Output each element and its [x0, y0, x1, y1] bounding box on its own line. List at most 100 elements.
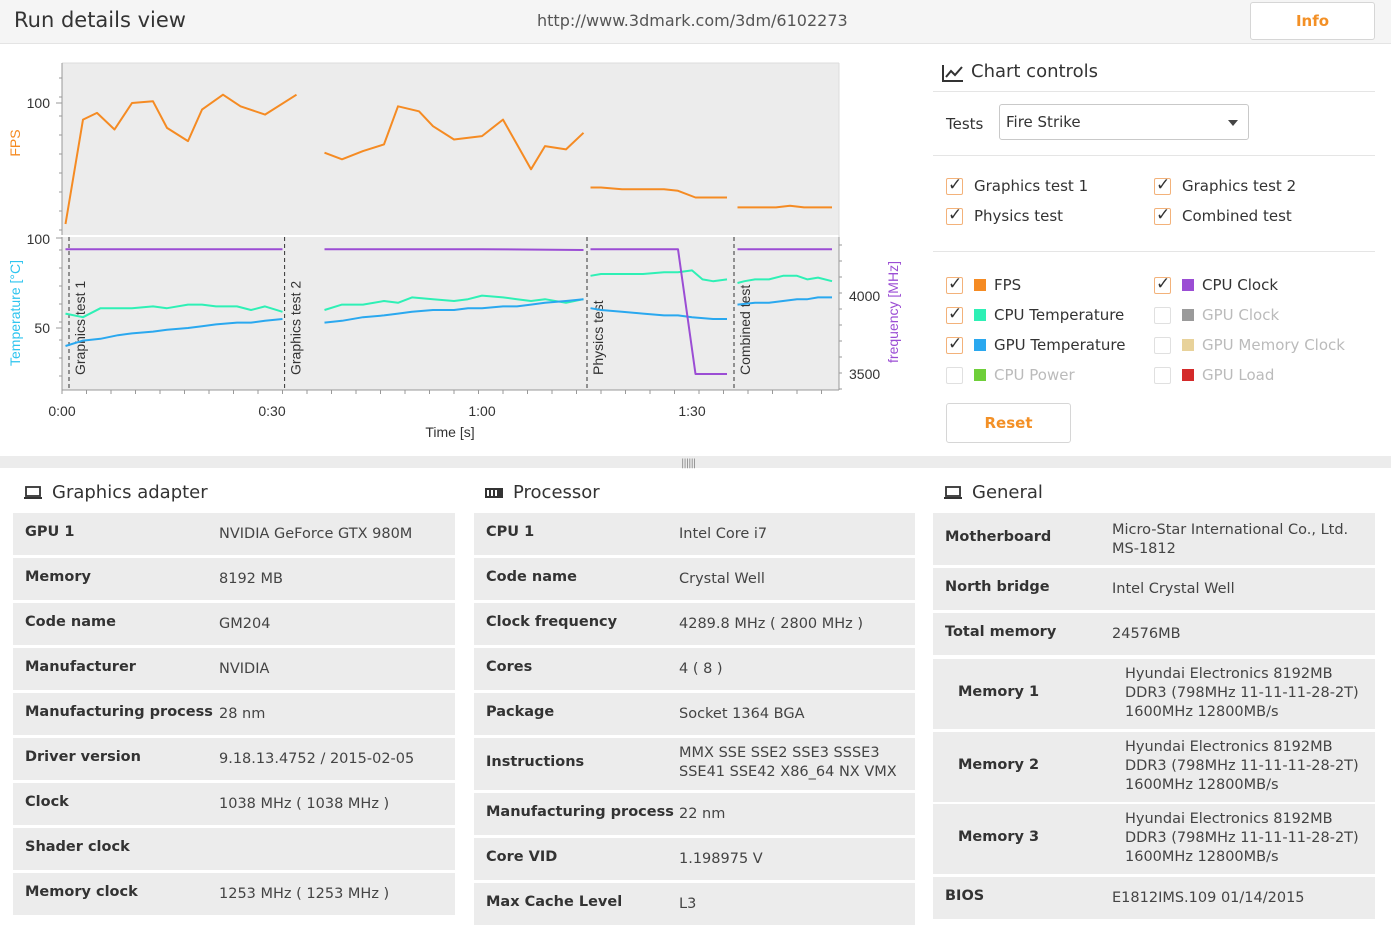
checkbox[interactable]	[946, 334, 963, 354]
metric-checkbox-row[interactable]: GPU Memory Clock	[1154, 334, 1345, 356]
info-row-label: Clock	[25, 794, 69, 810]
metric-checkbox-label: GPU Memory Clock	[1202, 336, 1345, 354]
info-row-label: Cores	[486, 659, 533, 675]
temperature-plot-area	[62, 237, 839, 390]
metric-checkbox-row[interactable]: FPS	[946, 274, 1021, 296]
info-row: Clock 1038 MHz ( 1038 MHz )	[13, 783, 455, 825]
frequency-tick-label: 4000	[849, 288, 880, 304]
info-row-value: GM204	[219, 616, 271, 632]
page-title: Run details view	[14, 8, 186, 32]
panel-splitter[interactable]: ||||||	[0, 456, 1391, 469]
metric-checkbox-row[interactable]: GPU Load	[1154, 364, 1274, 386]
time-tick-label: 1:30	[678, 403, 705, 419]
metric-checkbox-label: GPU Load	[1202, 366, 1275, 384]
info-row-value: NVIDIA GeForce GTX 980M	[219, 526, 413, 542]
info-row-value: MMX SSE SSE2 SSE3 SSSE3 SSE41 SSE42 X86_…	[679, 745, 897, 780]
test-checkbox-row[interactable]: Combined test	[1154, 205, 1292, 227]
cpu-temperature-series-line	[737, 274, 833, 284]
test-checkbox-row[interactable]: Physics test	[946, 205, 1063, 227]
info-row: Manufacturer NVIDIA	[13, 648, 455, 690]
info-row: Manufacturing process 22 nm	[474, 793, 915, 835]
info-row-value: 1253 MHz ( 1253 MHz )	[219, 886, 390, 902]
checkbox[interactable]	[1154, 336, 1171, 354]
info-button[interactable]: Info	[1250, 2, 1375, 40]
legend-swatch	[974, 339, 986, 351]
metric-checkbox-row[interactable]: CPU Clock	[1154, 274, 1278, 296]
test-checkbox-row[interactable]: Graphics test 2	[1154, 175, 1296, 197]
checkbox[interactable]	[1154, 366, 1171, 384]
info-row: Memory clock 1253 MHz ( 1253 MHz )	[13, 873, 455, 915]
metric-checkbox-row[interactable]: GPU Temperature	[946, 334, 1125, 356]
info-row-value: 4289.8 MHz ( 2800 MHz )	[679, 616, 864, 632]
frequency-axis-title: frequency [MHz]	[885, 261, 901, 363]
info-row: Memory 3 Hyundai Electronics 8192MB DDR3 …	[933, 804, 1375, 874]
info-row: BIOS E1812IMS.109 01/14/2015	[933, 877, 1375, 919]
laptop-icon	[944, 485, 962, 499]
divider	[933, 155, 1375, 156]
checkbox[interactable]	[1154, 306, 1171, 324]
info-row: Code name Crystal Well	[474, 558, 915, 600]
info-row: Driver version 9.18.13.4752 / 2015-02-05	[13, 738, 455, 780]
info-row-value: Crystal Well	[679, 571, 765, 587]
metric-checkbox-row[interactable]: GPU Clock	[1154, 304, 1279, 326]
test-marker-label: Physics test	[590, 300, 606, 375]
checkbox[interactable]	[946, 175, 963, 195]
test-marker-label: Graphics test 1	[72, 281, 88, 375]
checkbox[interactable]	[1154, 205, 1171, 225]
info-row-label: Max Cache Level	[486, 894, 623, 910]
info-row: Cores 4 ( 8 )	[474, 648, 915, 690]
chevron-down-icon	[1228, 120, 1238, 126]
result-url[interactable]: http://www.3dmark.com/3dm/6102273	[537, 11, 848, 30]
info-row: Memory 8192 MB	[13, 558, 455, 600]
test-checkbox-row[interactable]: Graphics test 1	[946, 175, 1088, 197]
legend-swatch	[1182, 279, 1194, 291]
checkbox[interactable]	[1154, 175, 1171, 195]
chart-icon	[942, 65, 963, 82]
test-checkbox-label: Physics test	[974, 207, 1064, 225]
temperature-axis-title: Temperature [°C]	[7, 260, 23, 366]
checkbox[interactable]	[1154, 274, 1171, 294]
tests-select[interactable]: Fire Strike	[999, 104, 1249, 140]
metric-checkbox-row[interactable]: CPU Temperature	[946, 304, 1124, 326]
fps-series-line	[590, 186, 727, 199]
legend-swatch	[974, 279, 986, 291]
info-row-label: Memory	[25, 569, 91, 585]
drag-handle-icon[interactable]: ||||||	[681, 458, 696, 469]
info-row-label: BIOS	[945, 888, 985, 904]
checkbox[interactable]	[946, 205, 963, 225]
checkbox[interactable]	[946, 274, 963, 294]
reset-button[interactable]: Reset	[946, 403, 1071, 443]
chart-area: 100 100 50 4000 3500 FPS Temperature [°C] frequ…	[0, 45, 920, 455]
info-row-label: Memory 3	[958, 829, 1040, 845]
metric-checkbox-row[interactable]: CPU Power	[946, 364, 1075, 386]
run-chart[interactable]: 100 100 50 4000 3500 FPS Temperature [°C] frequ…	[0, 45, 920, 455]
info-row: Package Socket 1364 BGA	[474, 693, 915, 735]
info-row-label: Code name	[25, 614, 116, 630]
checkbox[interactable]	[946, 304, 963, 324]
fps-axis-title: FPS	[7, 129, 23, 156]
info-row: North bridge Intel Crystal Well	[933, 568, 1375, 610]
info-row: Instructions MMX SSE SSE2 SSE3 SSSE3 SSE4…	[474, 738, 915, 790]
temperature-tick-label: 50	[34, 320, 50, 336]
info-row-label: Core VID	[486, 849, 558, 865]
info-row-label: Clock frequency	[486, 614, 618, 630]
divider	[933, 91, 1375, 92]
checkbox[interactable]	[946, 366, 963, 384]
processor-title: Processor	[513, 482, 600, 503]
test-marker-label: Graphics test 2	[288, 281, 304, 375]
info-row-label: GPU 1	[25, 524, 75, 540]
info-row: Clock frequency 4289.8 MHz ( 2800 MHz )	[474, 603, 915, 645]
info-row-label: CPU 1	[486, 524, 535, 540]
info-row: Manufacturing process 28 nm	[13, 693, 455, 735]
metric-checkbox-label: CPU Power	[994, 366, 1075, 384]
metric-checkbox-label: GPU Temperature	[994, 336, 1126, 354]
info-row-value: Socket 1364 BGA	[679, 706, 805, 722]
info-row-value: 1038 MHz ( 1038 MHz )	[219, 796, 390, 812]
info-row: GPU 1 NVIDIA GeForce GTX 980M	[13, 513, 455, 555]
info-row-label: North bridge	[945, 579, 1050, 595]
info-row-value: 1.198975 V	[679, 851, 763, 867]
info-row-label: Motherboard	[945, 529, 1052, 545]
chart-controls: Chart controls Tests Fire Strike Graphic…	[933, 45, 1378, 455]
test-checkbox-label: Graphics test 2	[1182, 177, 1297, 195]
fps-series-line	[64, 93, 298, 225]
